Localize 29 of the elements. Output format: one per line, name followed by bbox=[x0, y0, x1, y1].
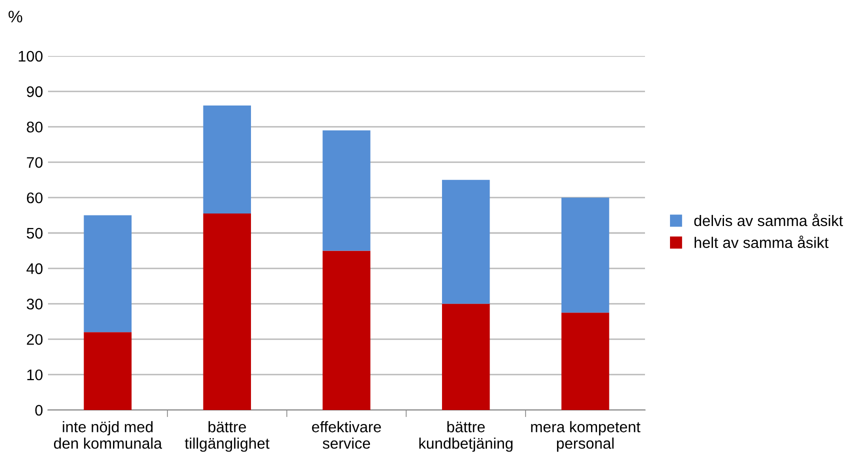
y-tick-label: 40 bbox=[26, 263, 43, 274]
bar bbox=[203, 214, 251, 410]
bar bbox=[84, 332, 132, 410]
y-tick-label: 30 bbox=[26, 298, 43, 310]
bar bbox=[322, 130, 370, 251]
y-tick-label: 60 bbox=[26, 192, 43, 204]
bar bbox=[561, 312, 610, 410]
legend-label: helt av samma åsikt bbox=[694, 236, 828, 248]
bar bbox=[322, 250, 370, 410]
bar bbox=[203, 106, 251, 214]
y-axis-title: % bbox=[8, 10, 22, 22]
x-tick-label: mera kompetent personal bbox=[531, 421, 640, 452]
y-tick-label: 80 bbox=[26, 122, 43, 132]
y-tick-label: 70 bbox=[26, 157, 43, 168]
y-tick-label: 20 bbox=[26, 334, 43, 345]
y-tick-label: 0 bbox=[35, 404, 43, 416]
bar bbox=[442, 180, 490, 304]
x-tick-label: effektivare service bbox=[312, 421, 381, 449]
y-tick-label: 50 bbox=[26, 228, 43, 239]
legend-label: delvis av samma åsikt bbox=[694, 214, 843, 226]
bar bbox=[84, 215, 132, 332]
bar bbox=[561, 198, 610, 313]
x-tick-label: bättre tillgänglighet bbox=[184, 421, 270, 452]
y-tick-label: 100 bbox=[18, 50, 43, 62]
x-tick-label: bättre kundbetjäning bbox=[419, 421, 512, 452]
bar bbox=[442, 304, 490, 410]
y-tick-label: 10 bbox=[27, 369, 43, 380]
x-tick-label: inte nöjd med den kommunala bbox=[54, 421, 162, 449]
y-tick-label: 90 bbox=[26, 86, 43, 98]
